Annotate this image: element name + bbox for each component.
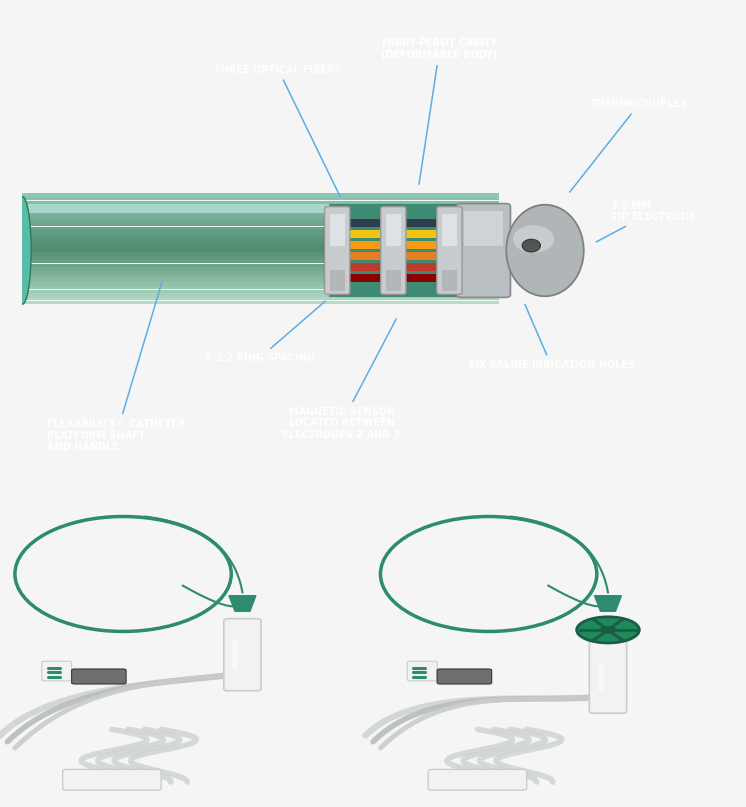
Text: THREE OPTICAL FIBERS: THREE OPTICAL FIBERS	[214, 65, 342, 197]
Bar	[22, 234, 499, 237]
Bar	[386, 215, 401, 246]
Circle shape	[522, 239, 540, 252]
Bar	[330, 270, 345, 291]
Bar	[22, 208, 499, 211]
Bar	[22, 274, 499, 278]
FancyBboxPatch shape	[428, 769, 527, 790]
FancyBboxPatch shape	[327, 204, 499, 297]
Bar	[22, 215, 499, 219]
FancyBboxPatch shape	[63, 769, 161, 790]
Circle shape	[577, 617, 639, 643]
Bar	[22, 267, 499, 271]
Bar	[329, 240, 491, 249]
Bar	[22, 241, 499, 245]
FancyBboxPatch shape	[324, 215, 496, 286]
Bar	[22, 193, 499, 197]
Bar	[329, 252, 491, 260]
Bar	[330, 215, 345, 246]
Bar	[386, 270, 401, 291]
Bar	[22, 201, 499, 204]
Bar	[598, 663, 604, 691]
Bar	[22, 253, 499, 256]
FancyBboxPatch shape	[224, 619, 261, 691]
Bar	[22, 211, 499, 215]
Bar	[464, 211, 503, 246]
Circle shape	[599, 626, 617, 633]
Bar	[22, 264, 499, 267]
Bar	[22, 286, 499, 290]
Bar	[22, 197, 499, 200]
Text: FABRY-PEROT CAVITY
(DEFORMABLE BODY): FABRY-PEROT CAVITY (DEFORMABLE BODY)	[381, 39, 498, 184]
Bar	[232, 641, 238, 668]
Bar	[22, 278, 499, 282]
Bar	[22, 256, 499, 260]
FancyBboxPatch shape	[589, 641, 627, 713]
Bar	[22, 282, 499, 286]
Bar	[22, 220, 499, 223]
FancyBboxPatch shape	[380, 207, 406, 295]
Bar	[329, 274, 491, 282]
Bar	[22, 245, 499, 249]
Ellipse shape	[513, 225, 554, 253]
Bar	[22, 204, 499, 208]
Bar	[442, 270, 457, 291]
Polygon shape	[229, 596, 256, 611]
Text: 2-2-2 RING SPACING: 2-2-2 RING SPACING	[204, 301, 325, 363]
Bar	[22, 271, 499, 274]
Polygon shape	[595, 596, 621, 611]
FancyBboxPatch shape	[407, 661, 437, 681]
Ellipse shape	[507, 205, 583, 296]
Bar	[22, 293, 499, 297]
FancyBboxPatch shape	[72, 669, 126, 684]
FancyBboxPatch shape	[325, 207, 350, 295]
FancyBboxPatch shape	[457, 203, 510, 298]
Bar	[22, 204, 499, 213]
Bar	[442, 215, 457, 246]
Text: FLEXABILITY™ CATHETER
PLATFORM SHAFT
AND HANDLE: FLEXABILITY™ CATHETER PLATFORM SHAFT AND…	[47, 282, 185, 452]
Text: SIX SALINE IRRIGATION HOLES: SIX SALINE IRRIGATION HOLES	[468, 304, 635, 370]
FancyBboxPatch shape	[437, 669, 492, 684]
FancyBboxPatch shape	[437, 207, 462, 295]
Text: THERMOCOUPLES: THERMOCOUPLES	[570, 99, 688, 192]
Bar	[22, 301, 499, 304]
Bar	[22, 230, 499, 234]
Bar	[22, 290, 499, 293]
Bar	[22, 297, 499, 300]
Bar	[329, 263, 491, 271]
Bar	[329, 230, 491, 238]
Bar	[22, 237, 499, 241]
Bar	[22, 227, 499, 230]
Text: 3.5 MM
TIP ELECTRODE: 3.5 MM TIP ELECTRODE	[596, 201, 696, 242]
Bar	[22, 249, 499, 253]
Text: MAGNETIC SENSOR
LOCATED BETWEEN
ELECTRODES 2 AND 3: MAGNETIC SENSOR LOCATED BETWEEN ELECTROD…	[282, 319, 401, 440]
FancyBboxPatch shape	[42, 661, 72, 681]
Bar	[329, 219, 491, 227]
Bar	[22, 260, 499, 263]
Bar	[22, 223, 499, 227]
Ellipse shape	[13, 197, 31, 304]
